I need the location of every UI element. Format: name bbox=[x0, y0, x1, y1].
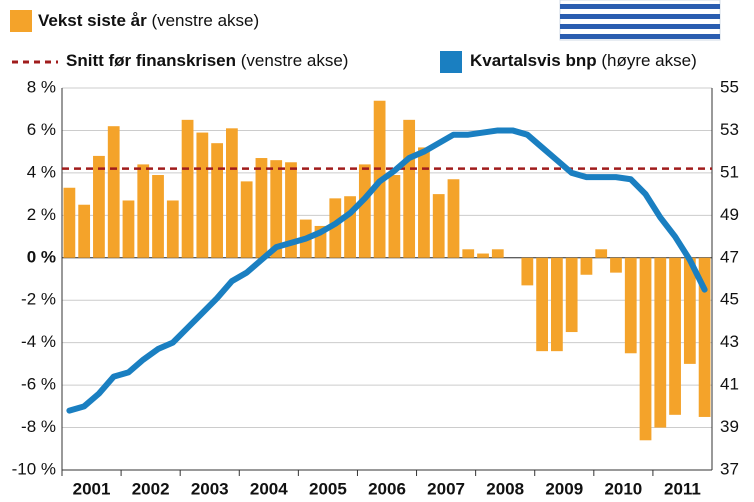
x-tick-label: 2008 bbox=[486, 479, 524, 498]
x-tick-label: 2007 bbox=[427, 479, 465, 498]
bar bbox=[389, 175, 401, 258]
legend-label: Kvartalsvis bnp (høyre akse) bbox=[470, 51, 697, 70]
y-tick-label: 0 % bbox=[27, 247, 56, 266]
y-tick-label: 6 % bbox=[27, 120, 56, 139]
y-tick-label: -2 % bbox=[21, 290, 56, 309]
bar bbox=[137, 164, 149, 257]
bar bbox=[93, 156, 105, 258]
x-tick-label: 2001 bbox=[73, 479, 111, 498]
y2-tick-label: 41 bbox=[720, 375, 739, 394]
y-tick-label: -4 % bbox=[21, 332, 56, 351]
bar bbox=[581, 258, 593, 275]
x-tick-label: 2011 bbox=[664, 479, 701, 498]
legend-name: Kvartalsvis bnp bbox=[470, 51, 597, 70]
legend-name: Snitt før finanskrisen bbox=[66, 51, 236, 70]
legend-label: Vekst siste år (venstre akse) bbox=[38, 11, 259, 30]
bar bbox=[108, 126, 120, 258]
bar bbox=[551, 258, 563, 351]
x-tick-label: 2005 bbox=[309, 479, 347, 498]
y-tick-label: 2 % bbox=[27, 205, 56, 224]
legend-name: Vekst siste år bbox=[38, 11, 147, 30]
y2-tick-label: 37 bbox=[720, 459, 739, 478]
y-tick-label: -8 % bbox=[21, 417, 56, 436]
bar bbox=[78, 205, 90, 258]
bar bbox=[123, 200, 135, 257]
bar bbox=[610, 258, 622, 273]
y2-tick-label: 49 bbox=[720, 205, 739, 224]
bar bbox=[64, 188, 76, 258]
bar bbox=[152, 175, 164, 258]
y-tick-label: 8 % bbox=[27, 77, 56, 96]
legend-swatch bbox=[10, 10, 32, 32]
bar bbox=[640, 258, 652, 441]
bar bbox=[595, 249, 607, 257]
bar bbox=[654, 258, 666, 428]
bar bbox=[256, 158, 268, 258]
y-tick-label: 4 % bbox=[27, 162, 56, 181]
y2-tick-label: 55 bbox=[720, 77, 739, 96]
chart: Vekst siste år (venstre akse) Snitt før … bbox=[0, 0, 754, 502]
bar bbox=[433, 194, 445, 258]
legend-note: (venstre akse) bbox=[241, 51, 349, 70]
bar bbox=[625, 258, 637, 354]
bar bbox=[462, 249, 474, 257]
y2-tick-label: 51 bbox=[720, 162, 739, 181]
y-tick-label: -6 % bbox=[21, 375, 56, 394]
bar bbox=[477, 254, 489, 258]
bar bbox=[536, 258, 548, 351]
y-tick-label: -10 % bbox=[12, 459, 56, 478]
legend-label: Snitt før finanskrisen (venstre akse) bbox=[66, 51, 348, 70]
bar bbox=[196, 133, 208, 258]
bar bbox=[359, 164, 371, 257]
bar bbox=[403, 120, 415, 258]
y2-tick-label: 47 bbox=[720, 247, 739, 266]
legend-swatch bbox=[440, 51, 462, 73]
legend-note: (venstre akse) bbox=[151, 11, 259, 30]
y2-tick-label: 53 bbox=[720, 120, 739, 139]
y2-tick-label: 45 bbox=[720, 290, 739, 309]
x-tick-label: 2002 bbox=[132, 479, 170, 498]
bar bbox=[211, 143, 223, 258]
bar bbox=[492, 249, 504, 257]
flag bbox=[560, 0, 720, 40]
y2-tick-label: 43 bbox=[720, 332, 739, 351]
x-tick-label: 2009 bbox=[545, 479, 583, 498]
legend-note: (høyre akse) bbox=[601, 51, 696, 70]
bar bbox=[241, 181, 253, 257]
bar bbox=[418, 147, 430, 257]
bar bbox=[448, 179, 460, 258]
bar bbox=[566, 258, 578, 332]
y2-tick-label: 39 bbox=[720, 417, 739, 436]
bar bbox=[226, 128, 238, 257]
x-tick-label: 2010 bbox=[604, 479, 642, 498]
x-tick-label: 2006 bbox=[368, 479, 406, 498]
bar bbox=[521, 258, 533, 286]
bar bbox=[182, 120, 194, 258]
bar bbox=[669, 258, 681, 415]
bar bbox=[167, 200, 179, 257]
x-tick-label: 2004 bbox=[250, 479, 288, 498]
x-tick-label: 2003 bbox=[191, 479, 229, 498]
